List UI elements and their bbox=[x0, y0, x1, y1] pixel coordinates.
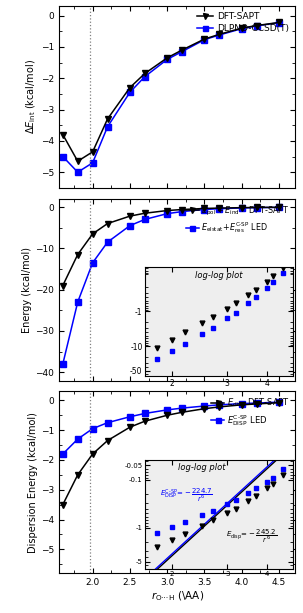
Legend: DFT-SAPT, DLPNO-CCSD(T): DFT-SAPT, DLPNO-CCSD(T) bbox=[195, 10, 291, 35]
$E_{\rm disp}$ DFT-SAPT bbox=[106, 437, 109, 444]
DFT-SAPT bbox=[128, 84, 132, 91]
$E_{\rm disp}$ DFT-SAPT bbox=[128, 424, 132, 431]
$E_{\rm pol}+E_{\rm ind}$    DFT-SAPT bbox=[61, 282, 65, 289]
DFT-SAPT bbox=[203, 36, 206, 43]
$E_{\rm pol}+E_{\rm ind}$    DFT-SAPT bbox=[277, 204, 281, 211]
Legend: $E_{\rm disp}$ DFT-SAPT, $E_{\rm DISP}^{\rm C\text{-}SP}$ LED: $E_{\rm disp}$ DFT-SAPT, $E_{\rm DISP}^{… bbox=[209, 395, 291, 430]
DLPNO-CCSD(T) bbox=[180, 48, 184, 55]
Y-axis label: Energy (kcal/mol): Energy (kcal/mol) bbox=[22, 246, 32, 333]
DLPNO-CCSD(T) bbox=[106, 123, 109, 131]
$E_{\rm DISP}^{\rm C\text{-}SP}$ LED bbox=[203, 402, 206, 409]
$E_{\rm DISP}^{\rm C\text{-}SP}$ LED bbox=[106, 419, 109, 427]
DLPNO-CCSD(T) bbox=[76, 169, 80, 176]
$E_{\rm disp}$ DFT-SAPT bbox=[218, 403, 221, 411]
$E_{\rm pol}+E_{\rm ind}$    DFT-SAPT bbox=[106, 220, 109, 227]
Line: $E_{\rm DISP}^{\rm C\text{-}SP}$ LED: $E_{\rm DISP}^{\rm C\text{-}SP}$ LED bbox=[60, 399, 282, 457]
DFT-SAPT bbox=[91, 148, 95, 156]
DFT-SAPT bbox=[255, 22, 258, 29]
$E_{\rm elstat}\!+\!E_{\rm res}^{\rm C\text{-}SP}$ LED bbox=[180, 208, 184, 215]
$E_{\rm pol}+E_{\rm ind}$    DFT-SAPT bbox=[128, 213, 132, 220]
$E_{\rm DISP}^{\rm C\text{-}SP}$ LED bbox=[255, 399, 258, 406]
DLPNO-CCSD(T) bbox=[240, 25, 244, 32]
$E_{\rm elstat}\!+\!E_{\rm res}^{\rm C\text{-}SP}$ LED bbox=[277, 204, 281, 211]
$E_{\rm pol}+E_{\rm ind}$    DFT-SAPT bbox=[76, 251, 80, 258]
$E_{\rm DISP}^{\rm C\text{-}SP}$ LED bbox=[165, 406, 169, 414]
DFT-SAPT bbox=[180, 47, 184, 54]
DFT-SAPT bbox=[106, 115, 109, 123]
Y-axis label: Dispersion Energy (kcal/mol): Dispersion Energy (kcal/mol) bbox=[28, 412, 38, 553]
DFT-SAPT bbox=[240, 25, 244, 32]
DFT-SAPT bbox=[218, 31, 221, 38]
$E_{\rm pol}+E_{\rm ind}$    DFT-SAPT bbox=[218, 204, 221, 211]
$E_{\rm disp}$ DFT-SAPT bbox=[143, 417, 147, 425]
$E_{\rm disp}$ DFT-SAPT bbox=[91, 451, 95, 458]
DLPNO-CCSD(T) bbox=[277, 19, 281, 26]
$E_{\rm disp}$ DFT-SAPT bbox=[203, 405, 206, 413]
$E_{\rm disp}$ DFT-SAPT bbox=[180, 409, 184, 416]
$E_{\rm disp}$ DFT-SAPT bbox=[277, 399, 281, 406]
DLPNO-CCSD(T) bbox=[255, 22, 258, 29]
DLPNO-CCSD(T) bbox=[165, 56, 169, 63]
$E_{\rm elstat}\!+\!E_{\rm res}^{\rm C\text{-}SP}$ LED bbox=[143, 216, 147, 223]
$E_{\rm pol}+E_{\rm ind}$    DFT-SAPT bbox=[203, 205, 206, 212]
$E_{\rm elstat}\!+\!E_{\rm res}^{\rm C\text{-}SP}$ LED bbox=[240, 204, 244, 211]
Line: DLPNO-CCSD(T): DLPNO-CCSD(T) bbox=[60, 20, 282, 175]
$E_{\rm elstat}\!+\!E_{\rm res}^{\rm C\text{-}SP}$ LED bbox=[61, 360, 65, 368]
DFT-SAPT bbox=[165, 54, 169, 61]
$E_{\rm pol}+E_{\rm ind}$    DFT-SAPT bbox=[180, 206, 184, 213]
$E_{\rm pol}+E_{\rm ind}$    DFT-SAPT bbox=[255, 204, 258, 211]
$E_{\rm DISP}^{\rm C\text{-}SP}$ LED bbox=[128, 413, 132, 421]
$E_{\rm elstat}\!+\!E_{\rm res}^{\rm C\text{-}SP}$ LED bbox=[218, 205, 221, 212]
Line: $E_{\rm elstat}\!+\!E_{\rm res}^{\rm C\text{-}SP}$ LED: $E_{\rm elstat}\!+\!E_{\rm res}^{\rm C\t… bbox=[60, 205, 282, 367]
$E_{\rm elstat}\!+\!E_{\rm res}^{\rm C\text{-}SP}$ LED bbox=[203, 206, 206, 213]
$E_{\rm elstat}\!+\!E_{\rm res}^{\rm C\text{-}SP}$ LED bbox=[91, 259, 95, 267]
$E_{\rm disp}$ DFT-SAPT bbox=[61, 501, 65, 508]
$E_{\rm elstat}\!+\!E_{\rm res}^{\rm C\text{-}SP}$ LED bbox=[128, 222, 132, 229]
Line: $E_{\rm disp}$ DFT-SAPT: $E_{\rm disp}$ DFT-SAPT bbox=[60, 400, 282, 508]
DFT-SAPT bbox=[61, 131, 65, 139]
DFT-SAPT bbox=[76, 158, 80, 165]
$E_{\rm elstat}\!+\!E_{\rm res}^{\rm C\text{-}SP}$ LED bbox=[255, 204, 258, 211]
$E_{\rm disp}$ DFT-SAPT bbox=[76, 471, 80, 479]
$E_{\rm elstat}\!+\!E_{\rm res}^{\rm C\text{-}SP}$ LED bbox=[106, 238, 109, 246]
$E_{\rm DISP}^{\rm C\text{-}SP}$ LED bbox=[76, 435, 80, 443]
DLPNO-CCSD(T) bbox=[143, 73, 147, 80]
$E_{\rm DISP}^{\rm C\text{-}SP}$ LED bbox=[277, 398, 281, 406]
$E_{\rm disp}$ DFT-SAPT bbox=[165, 411, 169, 419]
DLPNO-CCSD(T) bbox=[91, 159, 95, 167]
$E_{\rm pol}+E_{\rm ind}$    DFT-SAPT bbox=[240, 204, 244, 211]
$E_{\rm DISP}^{\rm C\text{-}SP}$ LED bbox=[240, 400, 244, 407]
X-axis label: $r_{\rm O\cdots H}$ (\AA): $r_{\rm O\cdots H}$ (\AA) bbox=[151, 590, 204, 603]
$E_{\rm DISP}^{\rm C\text{-}SP}$ LED bbox=[91, 425, 95, 432]
DFT-SAPT bbox=[277, 19, 281, 26]
Line: $E_{\rm pol}+E_{\rm ind}$    DFT-SAPT: $E_{\rm pol}+E_{\rm ind}$ DFT-SAPT bbox=[60, 205, 282, 288]
$E_{\rm DISP}^{\rm C\text{-}SP}$ LED bbox=[218, 401, 221, 408]
$E_{\rm DISP}^{\rm C\text{-}SP}$ LED bbox=[61, 451, 65, 458]
$E_{\rm DISP}^{\rm C\text{-}SP}$ LED bbox=[180, 405, 184, 412]
Line: DFT-SAPT: DFT-SAPT bbox=[60, 20, 282, 164]
Y-axis label: $\Delta E_{\rm int}$ (kcal/mol): $\Delta E_{\rm int}$ (kcal/mol) bbox=[25, 59, 38, 134]
DFT-SAPT bbox=[143, 70, 147, 77]
$E_{\rm elstat}\!+\!E_{\rm res}^{\rm C\text{-}SP}$ LED bbox=[76, 299, 80, 306]
$E_{\rm disp}$ DFT-SAPT bbox=[255, 400, 258, 408]
DLPNO-CCSD(T) bbox=[61, 153, 65, 160]
DLPNO-CCSD(T) bbox=[128, 89, 132, 96]
$E_{\rm pol}+E_{\rm ind}$    DFT-SAPT bbox=[165, 207, 169, 214]
Legend: $E_{\rm pol}+E_{\rm ind}$    DFT-SAPT, $E_{\rm elstat}\!+\!E_{\rm res}^{\rm C\te: $E_{\rm pol}+E_{\rm ind}$ DFT-SAPT, $E_{… bbox=[184, 203, 291, 237]
$E_{\rm DISP}^{\rm C\text{-}SP}$ LED bbox=[143, 409, 147, 417]
DLPNO-CCSD(T) bbox=[203, 36, 206, 44]
DLPNO-CCSD(T) bbox=[218, 31, 221, 39]
$E_{\rm disp}$ DFT-SAPT bbox=[240, 401, 244, 408]
$E_{\rm elstat}\!+\!E_{\rm res}^{\rm C\text{-}SP}$ LED bbox=[165, 210, 169, 218]
$E_{\rm pol}+E_{\rm ind}$    DFT-SAPT bbox=[91, 230, 95, 238]
$E_{\rm pol}+E_{\rm ind}$    DFT-SAPT bbox=[143, 210, 147, 217]
